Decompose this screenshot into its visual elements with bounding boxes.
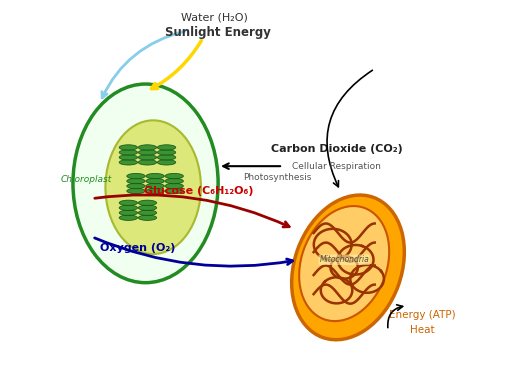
Text: Photosynthesis: Photosynthesis [243,173,312,182]
Ellipse shape [158,145,176,150]
Ellipse shape [165,173,183,179]
Text: Chloroplast: Chloroplast [61,175,112,184]
Ellipse shape [127,178,145,184]
Ellipse shape [158,150,176,155]
Ellipse shape [119,205,137,210]
Ellipse shape [138,215,157,220]
Ellipse shape [146,178,164,184]
Ellipse shape [119,145,137,150]
Ellipse shape [106,120,201,254]
Text: Heat: Heat [410,325,435,335]
Ellipse shape [127,183,145,189]
Ellipse shape [158,155,176,160]
Ellipse shape [127,173,145,179]
Text: Oxygen (O₂): Oxygen (O₂) [100,243,176,253]
Ellipse shape [138,200,157,206]
Ellipse shape [146,183,164,189]
Ellipse shape [146,173,164,179]
Ellipse shape [138,205,157,210]
Ellipse shape [73,84,218,283]
Ellipse shape [119,200,137,206]
Ellipse shape [138,145,157,150]
Text: Carbon Dioxide (CO₂): Carbon Dioxide (CO₂) [271,144,402,154]
Ellipse shape [119,160,137,165]
Ellipse shape [127,188,145,194]
Ellipse shape [165,178,183,184]
Text: Sunlight Energy: Sunlight Energy [165,26,271,39]
Text: Glucose (C₆H₁₂O₆): Glucose (C₆H₁₂O₆) [144,186,254,196]
Ellipse shape [165,188,183,194]
Ellipse shape [138,155,157,160]
Ellipse shape [119,150,137,155]
Text: Energy (ATP): Energy (ATP) [389,310,456,320]
Ellipse shape [138,160,157,165]
Ellipse shape [119,210,137,215]
Text: Mitochondria: Mitochondria [319,255,369,264]
Ellipse shape [165,183,183,189]
Ellipse shape [146,188,164,194]
Text: Water (H₂O): Water (H₂O) [181,12,248,22]
Ellipse shape [119,155,137,160]
Ellipse shape [138,150,157,155]
Ellipse shape [158,160,176,165]
Ellipse shape [299,206,389,321]
Ellipse shape [138,210,157,215]
Ellipse shape [119,215,137,220]
Text: Cellular Respiration: Cellular Respiration [292,162,381,171]
Ellipse shape [292,195,405,340]
